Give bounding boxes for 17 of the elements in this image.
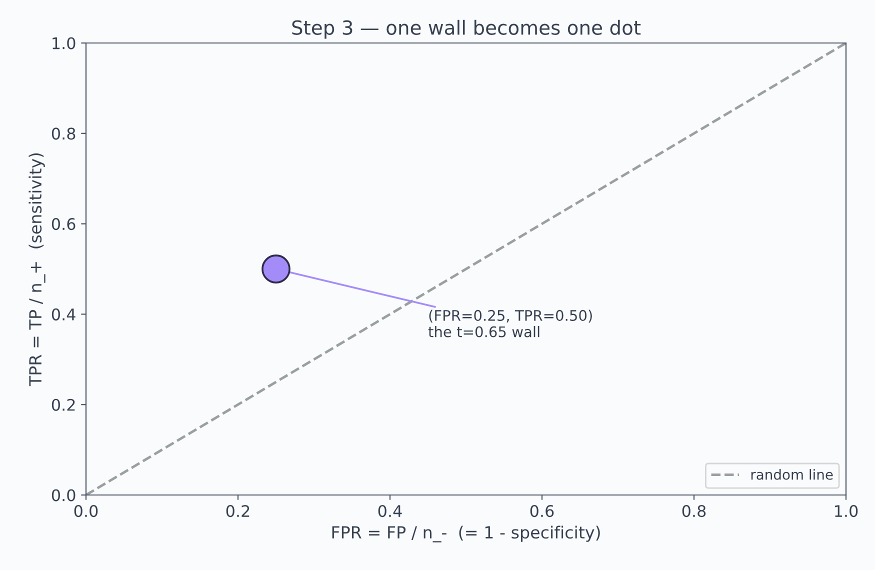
x-axis-title: FPR = FP / n_- (= 1 - specificity) [332,526,600,542]
y-tick-label: 0.2 [52,398,75,411]
legend-label: random line [751,469,833,480]
x-tick-label: 0.4 [378,505,402,518]
y-tick-label: 0.4 [52,308,76,320]
x-tick-label: 0.0 [74,505,98,518]
x-tick-label: 0.6 [530,505,554,518]
y-tick-label: 0.6 [52,218,76,230]
y-tick-label: 0.0 [52,489,76,502]
annotation: (FPR=0.25, TPR=0.50) the t=0.65 wall [428,310,592,338]
y-tick-label: 1.0 [52,37,76,50]
y-tick-label: 0.8 [52,128,76,140]
y-axis-title: TPR = TP / n_+ (sensitivity) [28,153,46,386]
x-tick-label: 1.0 [835,505,858,518]
x-tick-label: 0.2 [226,505,250,518]
x-tick-label: 0.8 [682,505,706,518]
chart-title: Step 3 — one wall becomes one dot [292,20,641,39]
